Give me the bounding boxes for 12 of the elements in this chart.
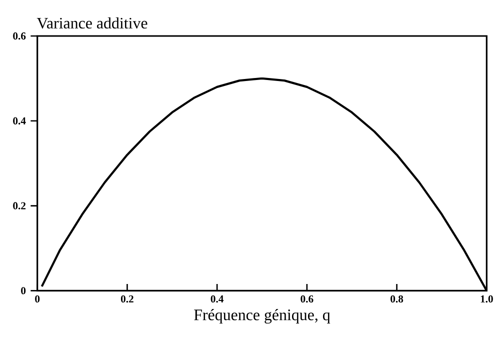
x-tick-label: 1.0 [480, 295, 493, 303]
x-tick-label: 0 [35, 295, 40, 303]
x-tick-label: 0.4 [210, 295, 224, 303]
y-axis-title: Variance additive [36, 17, 148, 29]
x-tick-label: 0.2 [120, 295, 134, 303]
y-tick-label: 0.6 [13, 32, 26, 40]
y-tick-label: 0.4 [13, 117, 26, 124]
y-tick-label: 0 [21, 287, 26, 294]
x-axis-title: Fréquence génique, q [194, 309, 330, 324]
y-tick-label: 0.2 [13, 202, 26, 210]
x-tick-label: 0.6 [300, 295, 314, 303]
x-tick-label: 0.8 [390, 295, 404, 303]
